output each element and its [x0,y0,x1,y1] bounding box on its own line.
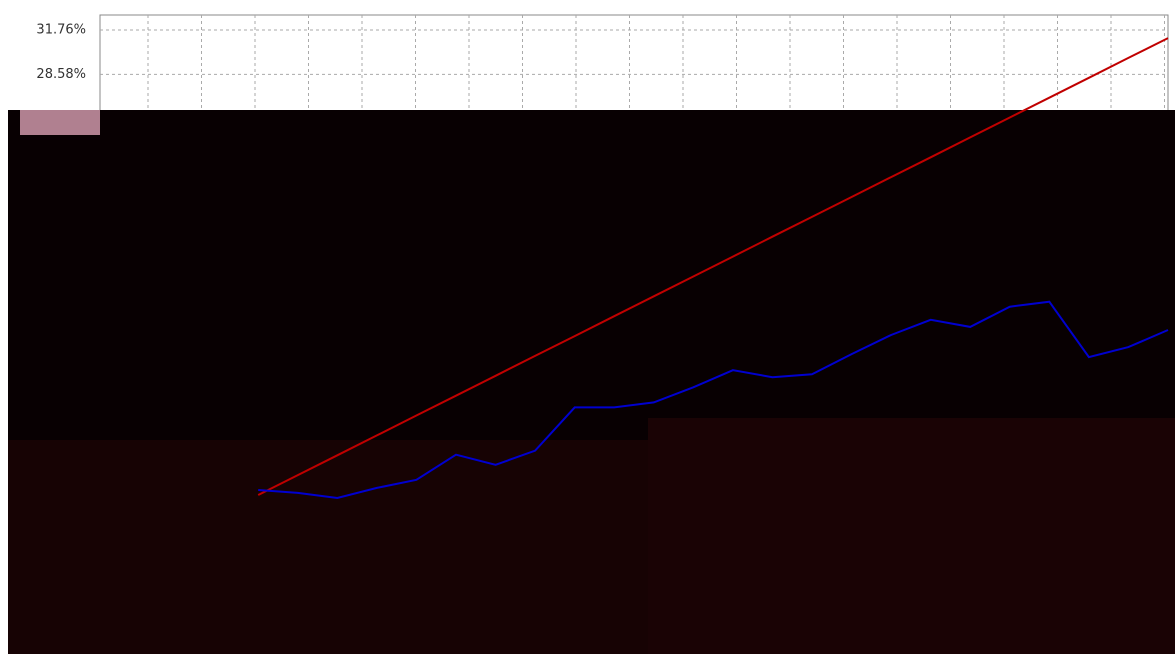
corrupt-region [648,418,1175,654]
y-tick-label: 28.58% [36,67,86,82]
corrupt-region [20,110,100,135]
series-line [258,300,1169,500]
series-line [257,37,1169,496]
corrupt-region [8,440,648,654]
y-tick-label: 31.76% [36,23,86,38]
